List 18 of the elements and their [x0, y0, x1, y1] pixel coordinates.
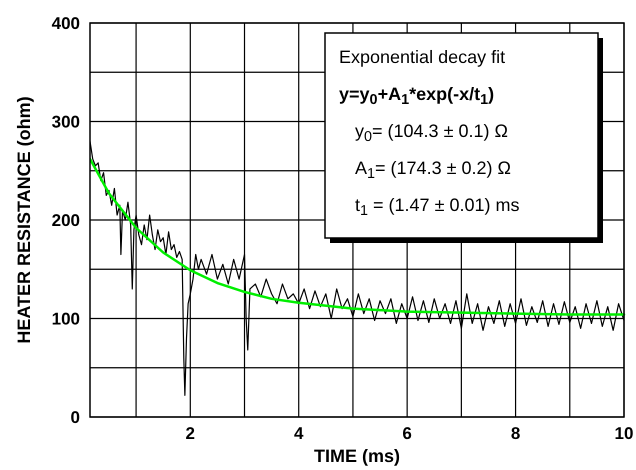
x-tick-label: 2	[186, 424, 196, 443]
y-tick-label: 100	[52, 310, 80, 328]
x-tick-label: 10	[614, 424, 634, 443]
line-series	[90, 158, 626, 316]
y-axis-title: HEATER RESISTANCE (ohm)	[14, 96, 34, 344]
annotation: t$_{1}$ = (1.47 ± 0.01) ms	[355, 195, 520, 220]
annotation: A$_{1}$= (174.3 ± 0.2) Ω	[355, 158, 511, 182]
x-tick-label: 4	[294, 424, 304, 443]
annotation: Exponential decay fit	[339, 47, 506, 67]
annotation: y$_{0}$= (104.3 ± 0.1) Ω	[355, 121, 508, 146]
y-tick-label: 400	[52, 14, 80, 33]
x-axis-title: TIME (ms)	[314, 446, 400, 466]
y-tick-label: 200	[52, 211, 80, 230]
x-tick-label: 8	[510, 424, 520, 443]
y-tick-label: 0	[70, 408, 80, 427]
y-tick-label: 300	[52, 112, 80, 132]
annotation: y=y$_{0}$+A$_{1}$*exp(-x/t$_{1}$)	[339, 84, 494, 108]
x-tick-label: 6	[402, 424, 412, 443]
